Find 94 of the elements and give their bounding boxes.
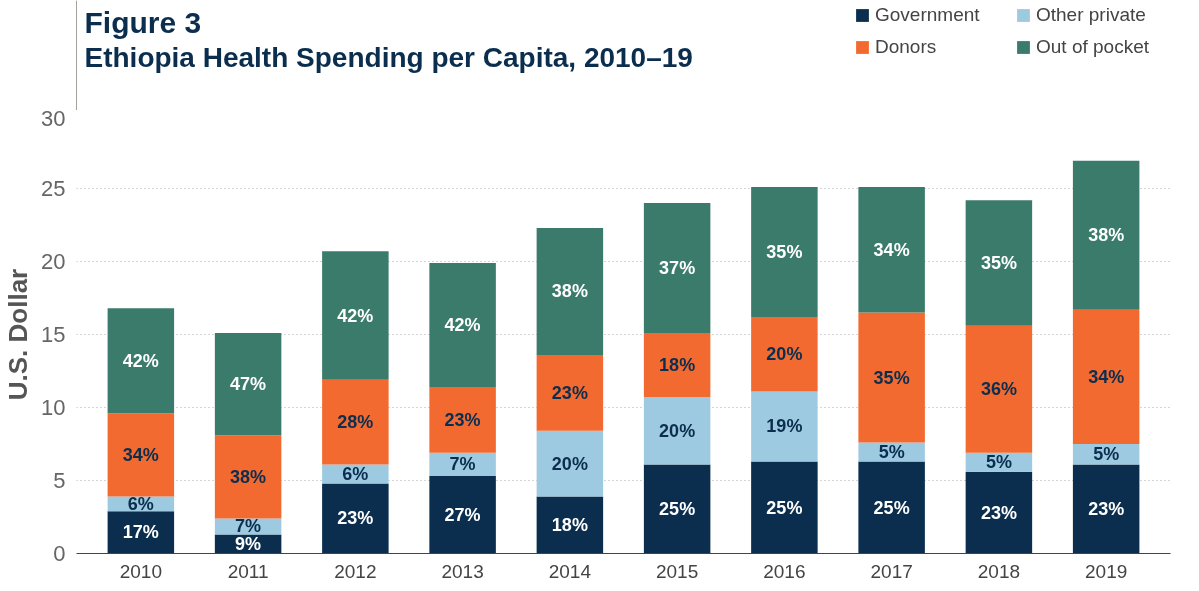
x-tick-label: 2014 [548,560,592,582]
bar [965,325,1033,453]
bar [214,333,282,436]
x-tick-label: 2016 [763,560,806,582]
annotation: 34% [873,239,910,260]
annotation: 47% [230,374,267,395]
y-tick-label: 30 [41,105,66,131]
annotation: 38% [1088,225,1125,246]
bar [536,430,604,497]
x-tick-label: 2019 [1085,560,1128,582]
bar [643,203,711,334]
bar [107,413,175,497]
bar [536,227,604,355]
y-tick-label: 0 [53,541,66,566]
annotation: 23% [1088,498,1125,519]
bar [643,333,711,398]
x-tick-label: 2015 [655,560,699,582]
x-tick-label: 2018 [977,560,1021,582]
x-tick-label: 2012 [334,560,377,582]
legend-label: Out of pocket [1036,36,1150,58]
annotation: 23% [444,409,481,430]
annotation: 7% [449,454,476,475]
annotation: 6% [342,463,369,484]
bar [751,187,818,317]
annotation: 35% [980,252,1017,273]
bar [965,200,1033,326]
annotation: 19% [766,416,803,437]
bar [214,435,282,519]
annotation: 7% [235,516,262,537]
x-tick-label: 2013 [441,560,484,582]
bar [429,387,496,453]
bar [536,354,604,431]
legend-label: Donors [875,36,938,58]
annotation: 18% [551,515,588,536]
chart-subtitle: Ethiopia Health Spending per Capita, 2010–19 [84,41,693,73]
annotation: 42% [444,315,481,336]
annotation: 35% [766,242,803,263]
y-tick-label: 5 [53,468,66,493]
bar [1072,464,1140,554]
annotation: 23% [551,382,588,403]
bar [751,316,818,392]
annotation: 23% [337,508,374,529]
bar [965,471,1033,554]
annotation: 27% [444,504,481,525]
legend-label: Other private [1036,4,1147,26]
bar [429,476,496,554]
x-tick-label: 2011 [227,560,269,582]
bar [643,464,711,554]
annotation: 34% [1088,366,1125,387]
annotation: 25% [659,498,696,519]
annotation: 25% [873,497,910,518]
annotation: 9% [235,534,262,555]
annotation: 20% [766,344,803,365]
bar [1072,309,1140,444]
bar [858,312,925,443]
bar [751,461,818,554]
legend-label: Government [875,4,981,26]
annotation: 6% [127,493,154,514]
y-tick-label: 20 [41,249,66,274]
bar [858,187,925,313]
bar [429,262,496,388]
annotation: 25% [766,497,803,518]
annotation: 5% [985,452,1012,473]
y-tick-label: 15 [41,322,66,347]
bar [107,308,175,414]
annotation: 23% [980,502,1017,523]
bar [858,461,925,554]
annotation: 34% [122,444,159,465]
annotation: 18% [659,355,696,376]
bar [643,397,711,465]
y-tick-label: 25 [41,176,66,201]
annotation: 5% [1093,444,1120,465]
bar [322,483,389,554]
annotation: 38% [230,466,267,487]
annotation: 42% [337,305,374,326]
annotation: 42% [122,350,159,371]
chart-title: Figure 3 [84,5,202,39]
bar [322,379,389,465]
annotation: 5% [878,442,905,463]
x-tick-label: 2017 [870,560,913,582]
annotation: 38% [551,281,588,302]
y-axis-title: U.S. Dollar [3,268,34,401]
annotation: 37% [659,258,696,279]
y-tick-label: 10 [41,395,66,420]
annotation: 20% [659,420,696,441]
bar [751,391,818,462]
annotation: 28% [337,412,374,433]
annotation: 35% [873,367,910,388]
annotation: 17% [122,522,159,543]
bar [1072,160,1140,310]
annotation: 20% [551,453,588,474]
bar [322,251,389,380]
x-tick-label: 2010 [119,560,162,582]
annotation: 36% [980,379,1017,400]
